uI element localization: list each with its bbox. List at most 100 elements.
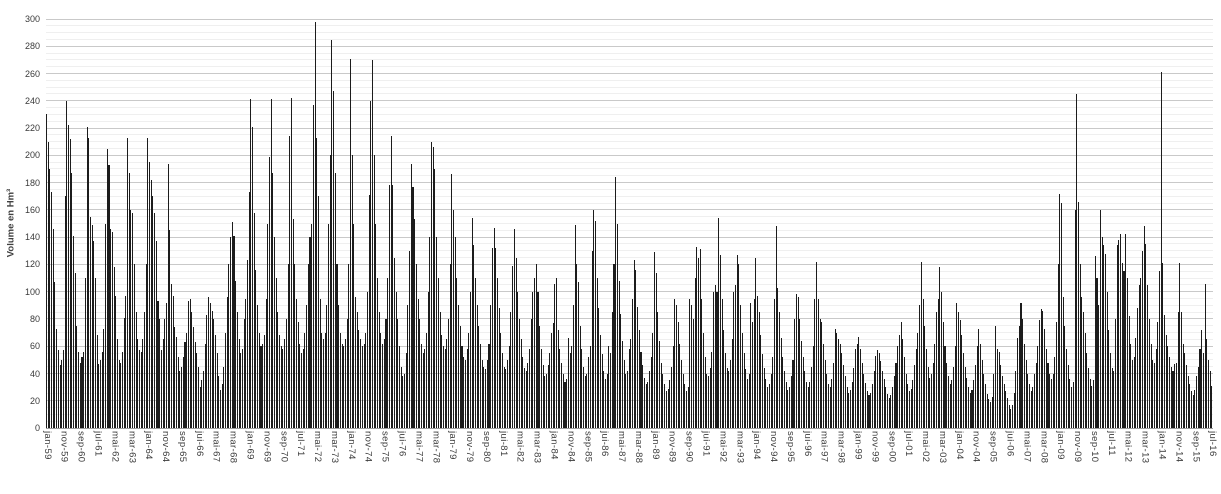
x-tick-label: sep-65	[177, 431, 188, 463]
bar	[208, 297, 210, 428]
bar	[436, 237, 438, 428]
bar	[1153, 362, 1155, 428]
bar	[920, 261, 922, 428]
minor-gridline	[46, 243, 1213, 245]
bar	[250, 99, 252, 428]
bar	[726, 368, 728, 428]
x-tick-label: nov-04	[970, 431, 982, 463]
bar	[235, 280, 237, 428]
bar	[334, 173, 336, 428]
bar	[339, 332, 341, 428]
bar	[554, 283, 556, 428]
bar	[1022, 318, 1024, 428]
bar	[632, 298, 634, 428]
bar	[165, 302, 167, 428]
bar	[383, 339, 385, 428]
bar	[657, 312, 659, 428]
bar	[417, 298, 419, 428]
minor-gridline	[46, 284, 1213, 286]
bar	[697, 257, 699, 428]
bar	[128, 173, 130, 428]
bar	[346, 318, 348, 428]
bar	[198, 366, 200, 428]
minor-gridline	[46, 257, 1213, 259]
bar	[1079, 264, 1081, 428]
x-tick-label: nov-99	[869, 431, 881, 463]
bar	[189, 298, 191, 428]
bar	[469, 291, 471, 428]
bar	[1069, 378, 1071, 428]
bar	[731, 339, 733, 428]
bar	[991, 396, 993, 428]
bar	[409, 250, 411, 428]
bar	[1020, 302, 1022, 428]
bar	[132, 212, 134, 428]
bar	[964, 366, 966, 428]
bar	[738, 264, 740, 428]
bar	[398, 346, 401, 428]
bar	[262, 343, 264, 428]
bar	[596, 278, 598, 428]
bar	[591, 250, 593, 428]
bar	[329, 155, 331, 428]
bar	[615, 177, 617, 428]
bar	[550, 332, 553, 428]
bar	[822, 343, 824, 428]
bar	[686, 391, 688, 428]
bar	[246, 260, 249, 428]
bar	[1170, 366, 1172, 428]
bar	[88, 137, 90, 428]
bar	[67, 125, 69, 428]
bar	[672, 346, 674, 428]
bar	[1199, 348, 1201, 428]
bar	[447, 318, 449, 428]
bar	[1192, 395, 1194, 428]
x-tick-label: jan-74	[345, 431, 357, 460]
bar	[439, 312, 441, 428]
bar	[429, 237, 431, 428]
bar	[252, 126, 254, 428]
x-tick-label: sep-80	[480, 431, 492, 463]
x-tick-label: sep-70	[278, 431, 290, 463]
bar	[1005, 391, 1007, 428]
bar	[757, 295, 759, 428]
bar	[393, 257, 395, 428]
bar	[925, 348, 927, 428]
bar	[826, 373, 828, 428]
bar	[1196, 376, 1198, 428]
bar	[708, 376, 710, 428]
bar	[716, 291, 718, 428]
bar	[122, 351, 124, 428]
bar	[263, 335, 265, 428]
bar	[934, 343, 936, 428]
x-tick-label: mar-73	[329, 431, 340, 464]
bar	[990, 402, 992, 428]
bar	[772, 357, 774, 428]
bar	[355, 297, 357, 428]
bar	[689, 298, 691, 428]
bar	[375, 223, 377, 428]
bar	[611, 312, 613, 428]
x-tick-label: nov-69	[261, 431, 273, 463]
x-tick-label: jan-09	[1055, 431, 1067, 460]
bar	[795, 294, 797, 428]
bar	[621, 340, 623, 428]
bar	[1109, 353, 1112, 428]
bar	[1131, 359, 1133, 428]
bar	[306, 305, 308, 428]
bar	[1169, 357, 1171, 428]
bar	[1189, 384, 1191, 428]
bar	[1172, 370, 1174, 428]
bar	[937, 298, 939, 428]
bar	[618, 280, 620, 428]
bar	[203, 370, 205, 428]
bar	[827, 384, 829, 428]
bar	[456, 278, 458, 428]
bar	[407, 305, 409, 428]
bar	[966, 377, 968, 428]
bar	[1123, 271, 1125, 428]
bar	[186, 332, 188, 428]
bar	[1206, 339, 1208, 428]
bar	[328, 223, 330, 428]
bar	[995, 325, 997, 428]
